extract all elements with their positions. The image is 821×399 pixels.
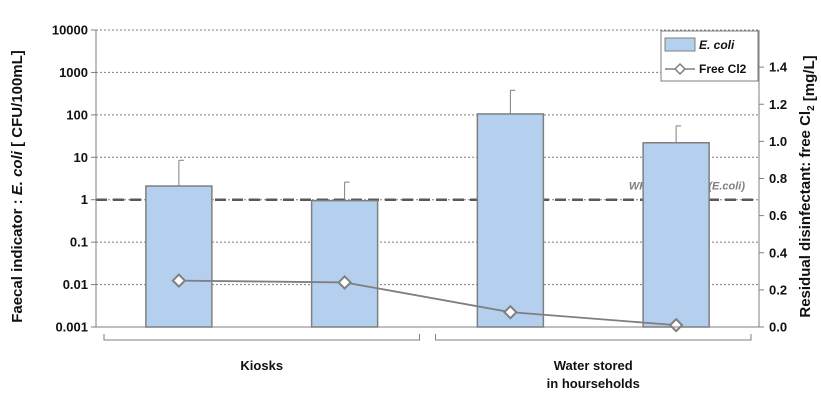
left-tick-label: 0.1 [70, 235, 88, 250]
y-left-title: Faecal indicator : E. coli [ CFU/100mL] [9, 50, 26, 323]
left-tick-label: 1000 [59, 65, 88, 80]
legend-label-cl2: Free Cl2 [699, 62, 747, 76]
legend-label-ecoli: E. coli [699, 38, 735, 52]
right-tick-label: 0.6 [769, 208, 787, 223]
free-cl2-marker [502, 304, 518, 320]
right-tick-labels: 0.0 0.2 0.4 0.6 0.8 1.0 1.2 1.4 [769, 60, 788, 335]
right-tick-label: 1.0 [769, 134, 787, 149]
free-cl2-marker [668, 317, 684, 333]
bar-ecoli [642, 142, 710, 328]
group-label: Water stored [554, 358, 633, 373]
legend-swatch-ecoli [664, 37, 696, 52]
right-tick-label: 0.4 [769, 245, 788, 260]
free-cl2-marker [171, 273, 187, 289]
free-cl2-line-group [171, 273, 684, 333]
group-label: in hourseholds [547, 376, 640, 391]
group-bracket [435, 334, 752, 341]
left-tick-label: 10 [74, 150, 88, 165]
y-right-title: Residual disinfectant: free Cl2 [mg/L] [797, 55, 818, 317]
bars [145, 113, 710, 328]
left-tick-label: 10000 [52, 23, 88, 38]
group-label: Kiosks [240, 358, 283, 373]
right-tick-label: 1.2 [769, 97, 787, 112]
right-tick-label: 1.4 [769, 60, 788, 75]
y-left-title-part: [ CFU/100mL] [9, 50, 26, 151]
left-tick-label: 100 [66, 107, 88, 122]
y-right-title-part: Residual disinfectant: free Cl [797, 111, 814, 318]
y-right-title-part: 2 [806, 105, 817, 111]
bar-ecoli [145, 185, 213, 328]
y-left-title-part: E. coli [9, 150, 26, 195]
axes [91, 29, 764, 328]
right-tick-label: 0.2 [769, 282, 787, 297]
left-tick-label: 0.001 [55, 320, 88, 335]
right-tick-label: 0.0 [769, 320, 787, 335]
bar-ecoli [310, 199, 379, 328]
group-bracket [103, 334, 420, 341]
group-labels: Kiosks Water stored in hourseholds [103, 334, 752, 391]
free-cl2-line [178, 279, 677, 327]
y-left-title-part: Faecal indicator : [9, 195, 26, 323]
y-right-title-part: [mg/L] [801, 55, 818, 105]
left-tick-label: 0.01 [63, 277, 88, 292]
left-tick-label: 1 [81, 192, 88, 207]
right-tick-label: 0.8 [769, 171, 787, 186]
bar-ecoli [476, 113, 545, 328]
left-tick-labels: 0.001 0.01 0.1 1 10 100 1000 10000 [52, 23, 88, 335]
free-cl2-marker [337, 275, 353, 290]
legend: E. coli Free Cl2 [660, 30, 759, 82]
axis-titles: Faecal indicator : E. coli [ CFU/100mL] R… [9, 50, 818, 323]
legend-swatch-marker [673, 62, 687, 76]
error-bars [178, 89, 682, 201]
